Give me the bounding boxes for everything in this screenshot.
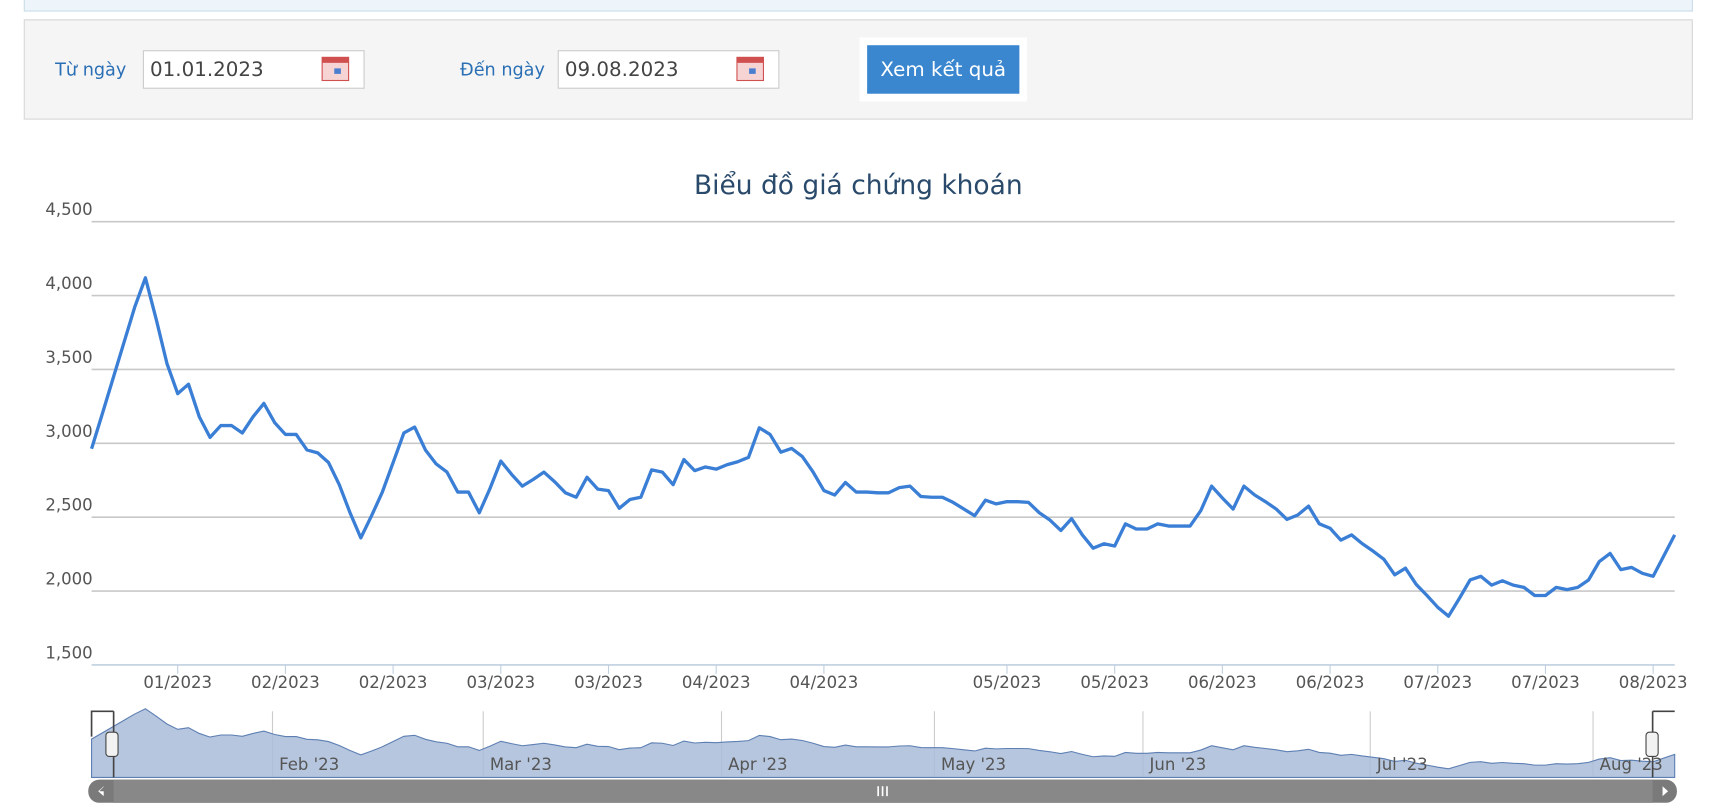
- to-label: Đến ngày: [460, 60, 545, 81]
- navigator-label: May '23: [941, 755, 1006, 774]
- x-tick-label: 04/2023: [682, 673, 751, 692]
- x-tick-label: 06/2023: [1296, 673, 1365, 692]
- submit-label[interactable]: Xem kết quả: [880, 58, 1006, 81]
- x-tick-label: 07/2023: [1403, 673, 1472, 692]
- top-strip: [23, 0, 1693, 12]
- scroll-right[interactable]: [1662, 786, 1669, 797]
- y-tick-label: 3,000: [45, 422, 92, 441]
- price-line: [89, 276, 1677, 618]
- x-tick-label: 02/2023: [359, 673, 428, 692]
- y-tick-label: 4,000: [45, 274, 92, 293]
- x-tick-label: 06/2023: [1188, 673, 1257, 692]
- x-tick-label: 05/2023: [973, 673, 1042, 692]
- navigator-label: Jun '23: [1149, 755, 1207, 774]
- submit-button[interactable]: [867, 45, 1020, 94]
- y-tick-label: 4,500: [45, 200, 92, 219]
- calendar-icon[interactable]: [321, 56, 350, 82]
- y-tick-label: 1,500: [45, 643, 92, 662]
- x-tick-label: 02/2023: [251, 673, 320, 692]
- scroll-left[interactable]: [98, 786, 104, 797]
- y-tick-label: 2,000: [45, 570, 92, 589]
- calendar-icon[interactable]: [736, 56, 764, 82]
- x-tick-label: 07/2023: [1511, 673, 1580, 692]
- to-value: 09.08.2023: [565, 58, 679, 81]
- chart-title: Biểu đồ giá chứng khoán: [694, 170, 1023, 201]
- x-tick-label: 04/2023: [790, 673, 859, 692]
- scrollbar-grip: [877, 786, 888, 797]
- navigator-label: Aug '23: [1600, 755, 1663, 774]
- x-tick-label: 03/2023: [466, 673, 535, 692]
- y-tick-label: 3,500: [45, 348, 92, 367]
- navigator-label: Jul '23: [1376, 755, 1428, 774]
- navigator-label: Mar '23: [490, 755, 552, 774]
- y-tick-label: 2,500: [45, 496, 92, 515]
- navigator-label: Feb '23: [279, 755, 339, 774]
- from-value: 01.01.2023: [150, 58, 264, 81]
- navigator-area: [91, 708, 1676, 778]
- navigator-handle[interactable]: [105, 731, 119, 758]
- navigator-label: Apr '23: [728, 755, 787, 774]
- navigator-outline: [90, 710, 1675, 737]
- x-tick-label: 05/2023: [1080, 673, 1149, 692]
- x-tick-label: 03/2023: [574, 673, 643, 692]
- x-tick-label: 08/2023: [1619, 673, 1688, 692]
- x-tick-label: 01/2023: [143, 673, 212, 692]
- from-label: Từ ngày: [54, 61, 126, 81]
- navigator-handle[interactable]: [1645, 731, 1659, 758]
